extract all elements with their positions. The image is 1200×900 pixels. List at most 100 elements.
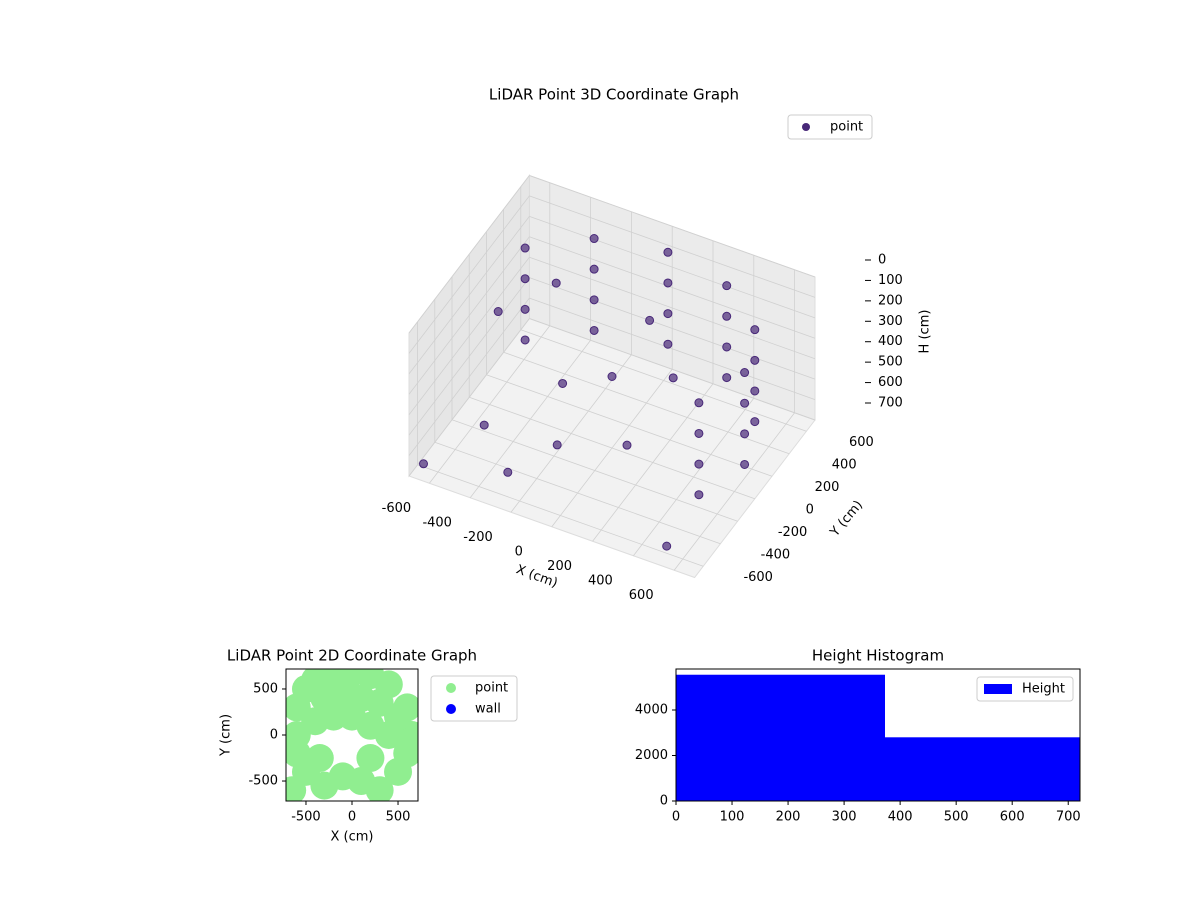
- point: [479, 420, 489, 430]
- x-tick-label: 400: [588, 573, 613, 588]
- y-axis-label: Y (cm): [219, 714, 234, 757]
- point: [668, 373, 678, 383]
- point: [589, 325, 599, 335]
- legend-box: [430, 675, 518, 722]
- point: [694, 459, 704, 469]
- legend-marker: [802, 123, 810, 131]
- point: [740, 368, 750, 378]
- point: [503, 467, 513, 477]
- grid-line: [408, 195, 530, 354]
- x-tick-label: 0: [672, 810, 680, 825]
- point: [722, 281, 732, 291]
- point: [589, 264, 599, 274]
- plot-area: [286, 669, 418, 801]
- point: [520, 335, 530, 345]
- point: [694, 428, 704, 438]
- x-tick-label: 700: [1056, 810, 1081, 825]
- y-tick-label: 200: [815, 480, 840, 495]
- grid-line: [529, 175, 816, 278]
- point: [384, 757, 413, 786]
- point: [740, 398, 750, 408]
- legend-box: [787, 114, 873, 140]
- y-tick-label: 0: [270, 728, 278, 743]
- x-tick-label: -400: [422, 515, 452, 530]
- point: [589, 234, 599, 244]
- z-tick-label: 100: [878, 273, 903, 288]
- point: [622, 440, 632, 450]
- grid-line: [469, 396, 755, 500]
- z-tick-label: 300: [878, 314, 903, 329]
- legend-box: [976, 676, 1074, 702]
- y-axis-label: Y (cm): [827, 498, 866, 541]
- y-tick-label: 0: [660, 794, 668, 809]
- point: [365, 776, 394, 801]
- point: [305, 744, 334, 773]
- x-axis-label: X (cm): [331, 830, 374, 845]
- grid-line: [529, 277, 816, 380]
- x-tick-label: 0: [515, 544, 523, 559]
- legend-label: point: [475, 681, 508, 696]
- y-tick-label: 0: [806, 502, 814, 517]
- point: [750, 355, 760, 365]
- x-tick-label: -600: [382, 501, 412, 516]
- point: [722, 311, 732, 321]
- x-tick-label: 600: [629, 588, 654, 603]
- grid-line: [408, 175, 530, 334]
- x-tick-label: 300: [832, 810, 857, 825]
- point: [520, 243, 530, 253]
- chart-title: LiDAR Point 3D Coordinate Graph: [489, 86, 739, 104]
- z-tick-label: 200: [878, 293, 903, 308]
- x-tick-label: 600: [1000, 810, 1025, 825]
- z-tick-label: 400: [878, 334, 903, 349]
- y-tick-label: 600: [849, 435, 874, 450]
- y-tick-label: 500: [253, 681, 278, 696]
- z-axis-label: H (cm): [918, 310, 933, 354]
- bar: [885, 737, 1080, 801]
- point: [520, 304, 530, 314]
- x-tick-label: 200: [547, 559, 572, 574]
- point: [750, 386, 760, 396]
- z-tick-label: 500: [878, 355, 903, 370]
- x-tick-label: 500: [944, 810, 969, 825]
- legend-label: Height: [1022, 682, 1065, 697]
- x-tick-label: 500: [386, 810, 411, 825]
- point: [694, 490, 704, 500]
- y-tick-label: 2000: [635, 748, 668, 763]
- point: [722, 342, 732, 352]
- point: [663, 278, 673, 288]
- axes-frame: [675, 668, 1081, 802]
- point: [607, 372, 617, 381]
- x-tick-label: 400: [888, 810, 913, 825]
- y-tick-label: -500: [248, 774, 278, 789]
- point: [589, 295, 599, 305]
- y-tick-label: 4000: [635, 702, 668, 717]
- grid-line: [408, 256, 530, 415]
- point: [645, 315, 655, 325]
- grid-line: [408, 318, 530, 477]
- legend-label: point: [830, 120, 863, 135]
- grid-line: [529, 297, 816, 400]
- x-tick-label: -500: [291, 810, 321, 825]
- bar: [676, 674, 886, 801]
- chart-title: Height Histogram: [812, 647, 944, 665]
- grid-line: [486, 374, 773, 477]
- point: [722, 373, 732, 383]
- grid-line: [417, 464, 704, 567]
- point: [740, 459, 750, 469]
- grid-line: [408, 236, 530, 395]
- grid-line: [434, 441, 721, 545]
- point: [493, 307, 503, 317]
- point: [552, 440, 562, 450]
- legend-marker: [446, 683, 456, 693]
- point: [419, 459, 428, 469]
- x-tick-label: -200: [463, 530, 493, 545]
- legend-marker: [446, 704, 456, 714]
- grid-line: [408, 216, 530, 375]
- grid-line: [529, 215, 816, 319]
- point: [286, 776, 307, 801]
- grid-line: [529, 236, 816, 339]
- point: [740, 429, 750, 439]
- grid-line: [529, 195, 816, 298]
- point: [356, 744, 385, 773]
